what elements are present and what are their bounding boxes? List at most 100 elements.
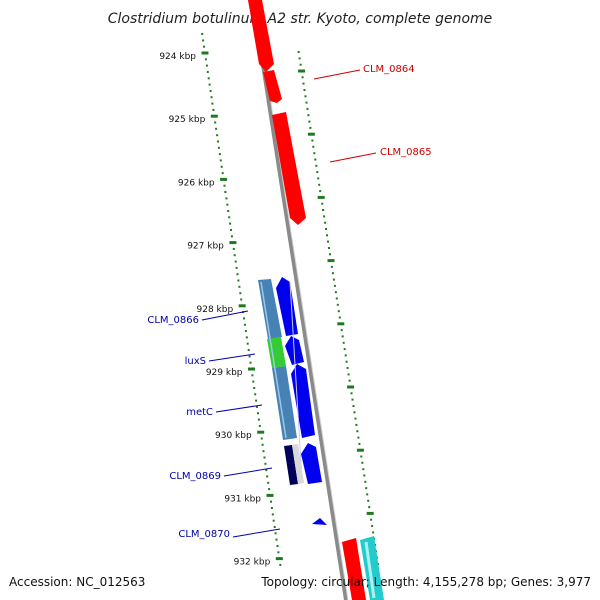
outer-minor-tick — [220, 165, 223, 168]
label-luxS[interactable]: luxS — [185, 356, 206, 367]
category-block-CLM_0869-light[interactable] — [292, 444, 304, 484]
inner-minor-tick — [325, 228, 328, 230]
gene-features-plus — [248, 0, 384, 600]
scale-label: 924 kbp — [159, 52, 196, 62]
outer-minor-tick — [232, 247, 235, 250]
scale-label: 930 kbp — [215, 431, 252, 441]
outer-minor-tick — [258, 424, 261, 427]
minus-strand-highlight — [289, 281, 303, 481]
outer-minor-tick — [279, 563, 282, 566]
gene-CLM_0870-arrow[interactable] — [312, 518, 327, 525]
outer-minor-tick — [265, 469, 268, 472]
outer-minor-tick — [254, 393, 257, 396]
gene-CLM_0864-part2[interactable] — [263, 70, 282, 103]
inner-minor-tick — [301, 76, 304, 79]
gene-CLM_0865-arrow[interactable] — [272, 112, 306, 225]
outer-minor-tick — [205, 64, 208, 67]
outer-minor-tick — [227, 210, 230, 212]
inner-minor-tick — [333, 284, 336, 287]
outer-minor-tick — [261, 443, 264, 446]
outer-minor-tick — [211, 102, 214, 105]
tick-marks-outer — [201, 33, 283, 566]
outer-minor-tick — [275, 538, 278, 541]
outer-minor-tick — [277, 551, 280, 554]
scale-label: 931 kbp — [224, 494, 261, 504]
inner-minor-tick — [302, 82, 305, 85]
map-title: Clostridium botulinum A2 str. Kyoto, com… — [108, 11, 493, 27]
inner-minor-tick — [297, 51, 300, 53]
inner-minor-tick — [330, 265, 333, 268]
inner-minor-tick — [372, 531, 375, 534]
gene-CLM_0864-part1[interactable] — [248, 0, 274, 72]
outer-minor-tick — [276, 545, 279, 547]
scale-label: 926 kbp — [178, 178, 215, 188]
category-block-CLM_0866[interactable] — [258, 279, 282, 339]
outer-minor-tick — [208, 83, 211, 86]
scale-label: 927 kbp — [187, 242, 224, 252]
label-CLM_0864[interactable]: CLM_0864 — [363, 64, 415, 75]
inner-minor-tick — [337, 310, 340, 313]
scale-label: 928 kbp — [197, 305, 234, 315]
outer-minor-tick — [209, 89, 212, 92]
inner-minor-tick — [327, 240, 329, 243]
inner-minor-tick — [350, 392, 353, 395]
outer-minor-tick — [202, 39, 205, 42]
outer-minor-tick — [228, 216, 231, 219]
label-CLM_0866[interactable]: CLM_0866 — [147, 315, 199, 326]
outer-minor-tick — [253, 387, 256, 389]
label-CLM_0865[interactable]: CLM_0865 — [380, 147, 432, 158]
outer-major-tick — [266, 493, 274, 497]
outer-minor-tick — [239, 292, 242, 295]
inner-minor-tick — [365, 487, 368, 490]
outer-minor-tick — [207, 77, 210, 80]
inner-minor-tick — [316, 171, 319, 174]
scale-label: 929 kbp — [206, 368, 243, 378]
inner-major-tick — [337, 322, 345, 326]
inner-major-tick — [366, 511, 374, 515]
inner-minor-tick — [363, 474, 366, 477]
inner-minor-tick — [370, 518, 373, 521]
inner-minor-tick — [298, 57, 301, 60]
outer-minor-tick — [212, 108, 215, 111]
outer-minor-tick — [230, 229, 232, 231]
inner-minor-tick — [328, 247, 330, 249]
inner-minor-tick — [346, 367, 349, 369]
label-CLM_0869[interactable]: CLM_0869 — [169, 471, 221, 482]
inner-minor-tick — [347, 373, 350, 376]
outer-minor-tick — [251, 374, 254, 377]
category-block-metC[interactable] — [272, 366, 297, 440]
outer-minor-tick — [201, 33, 204, 35]
outer-minor-tick — [257, 418, 260, 421]
inner-minor-tick — [344, 354, 347, 357]
inner-minor-tick — [362, 468, 365, 471]
outer-minor-tick — [240, 298, 243, 301]
inner-minor-tick — [352, 405, 355, 407]
outer-minor-tick — [235, 266, 238, 269]
outer-minor-tick — [206, 71, 209, 73]
outer-minor-tick — [229, 222, 232, 225]
inner-minor-tick — [366, 493, 369, 496]
gene-CLM_0869-arrow[interactable] — [301, 443, 322, 484]
outer-minor-tick — [216, 134, 219, 137]
category-features — [258, 279, 304, 485]
outer-minor-tick — [262, 450, 265, 453]
leader-luxS — [208, 353, 256, 362]
inner-minor-tick — [305, 101, 308, 104]
inner-minor-tick — [311, 139, 314, 142]
inner-minor-tick — [355, 423, 358, 426]
inner-minor-tick — [331, 272, 334, 275]
inner-minor-tick — [371, 525, 374, 527]
gene-red-feature-bottom[interactable] — [342, 538, 366, 600]
outer-minor-tick — [238, 285, 241, 288]
inner-major-tick — [356, 448, 364, 452]
gene-metC-arrow[interactable] — [291, 364, 315, 438]
category-block-CLM_0869[interactable] — [284, 445, 298, 485]
outer-minor-tick — [272, 519, 275, 522]
label-CLM_0870[interactable]: CLM_0870 — [178, 529, 230, 540]
inner-minor-tick — [329, 253, 331, 256]
inner-minor-tick — [308, 120, 311, 123]
label-metC[interactable]: metC — [186, 407, 213, 418]
outer-minor-tick — [225, 197, 228, 200]
